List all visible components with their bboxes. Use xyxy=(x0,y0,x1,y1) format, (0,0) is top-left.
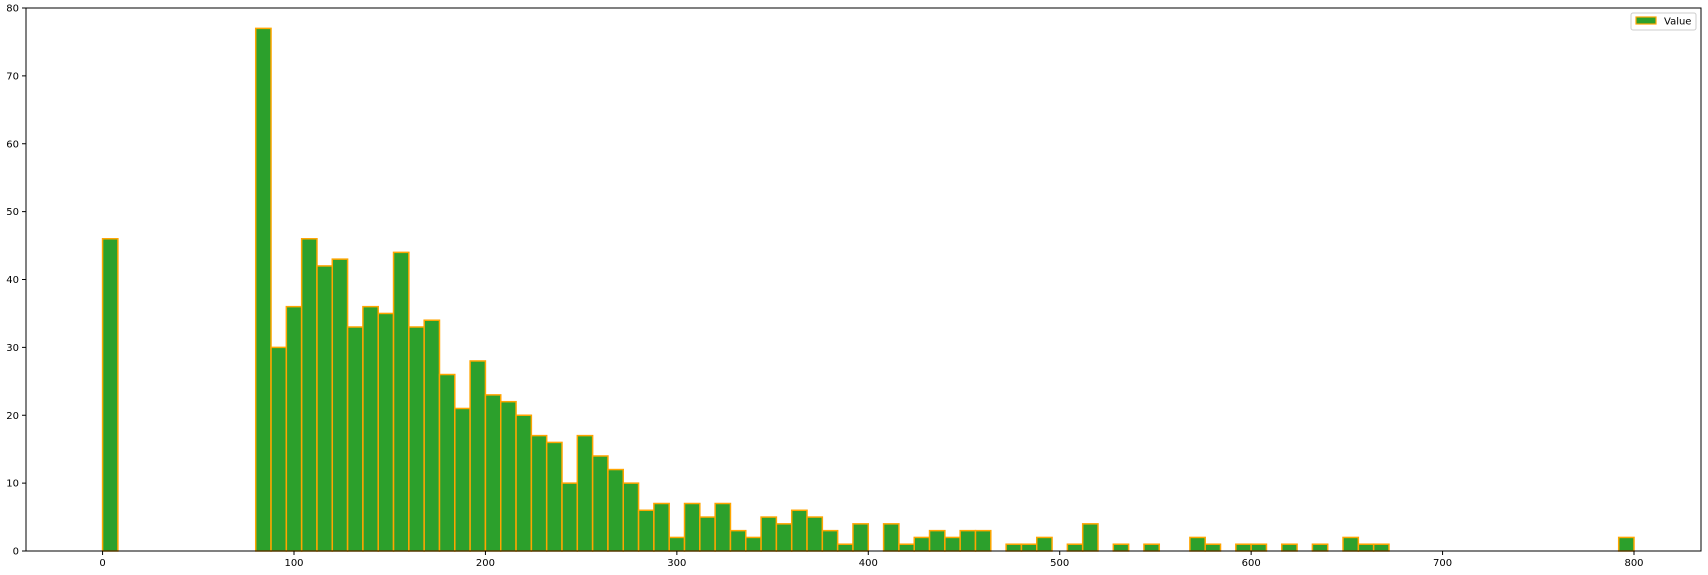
histogram-bar xyxy=(1035,536,1053,552)
histogram-bar xyxy=(790,509,808,552)
histogram-bar xyxy=(775,523,793,552)
histogram-bar xyxy=(1311,543,1329,552)
histogram-bar xyxy=(1081,523,1099,552)
histogram-bar xyxy=(1005,543,1023,552)
histogram-bar xyxy=(438,373,456,552)
histogram-bar xyxy=(699,516,716,552)
x-tick-label: 0 xyxy=(99,558,105,569)
histogram-bar xyxy=(362,305,379,552)
histogram-bar xyxy=(254,27,272,552)
histogram-bar xyxy=(944,536,961,552)
y-tick-label: 30 xyxy=(6,343,19,354)
histogram-bar xyxy=(530,434,548,552)
histogram-bar xyxy=(1372,543,1390,552)
y-tick-label: 10 xyxy=(6,479,19,490)
x-axis: 0 100 200 300 400 500 600 700 800 xyxy=(99,551,1644,569)
histogram-bar xyxy=(377,312,395,552)
histogram-bar xyxy=(346,326,364,552)
histogram-bar xyxy=(683,502,701,552)
x-tick-label: 100 xyxy=(284,558,303,569)
histogram-bar xyxy=(637,509,655,552)
histogram-bar xyxy=(1281,543,1298,552)
histogram-bar xyxy=(913,536,931,552)
histogram-bar xyxy=(300,238,318,552)
plot-frame xyxy=(25,7,1702,552)
histogram-bar xyxy=(561,482,579,552)
y-tick-label: 70 xyxy=(6,71,19,82)
histogram-bar xyxy=(1066,543,1084,552)
histogram-bar xyxy=(1235,543,1252,552)
histogram-bar xyxy=(745,536,762,552)
y-tick-label: 0 xyxy=(13,547,19,558)
bars-group xyxy=(101,27,1635,552)
histogram-bar xyxy=(392,251,410,552)
histogram-bar xyxy=(515,414,533,552)
histogram-bar xyxy=(1020,543,1038,552)
y-axis: 0 10 20 30 40 50 60 70 80 xyxy=(6,4,26,558)
histogram-bar xyxy=(1250,543,1268,552)
histogram-bar xyxy=(1342,536,1360,552)
x-tick-label: 200 xyxy=(476,558,495,569)
histogram-bar xyxy=(469,360,487,552)
histogram-bar xyxy=(331,258,349,552)
y-tick-label: 50 xyxy=(6,207,19,218)
y-tick-label: 60 xyxy=(6,139,19,150)
histogram-bar xyxy=(668,536,686,552)
histogram-bar xyxy=(607,468,625,552)
y-tick-label: 20 xyxy=(6,411,19,422)
histogram-bar xyxy=(316,265,334,552)
histogram-bar xyxy=(928,529,946,552)
histogram-bar xyxy=(270,346,288,552)
y-tick-label: 40 xyxy=(6,275,19,286)
histogram-bar xyxy=(882,523,900,552)
histogram-bar xyxy=(959,529,977,552)
histogram-bar xyxy=(1204,543,1222,552)
histogram-bar xyxy=(454,407,471,552)
histogram-bar xyxy=(836,543,854,552)
x-tick-label: 700 xyxy=(1433,558,1452,569)
histogram-bar xyxy=(622,482,640,552)
histogram-bar xyxy=(1189,536,1206,552)
histogram-bar xyxy=(1617,536,1635,552)
histogram-bar xyxy=(821,529,839,552)
x-tick-label: 800 xyxy=(1624,558,1643,569)
histogram-bar xyxy=(1143,543,1161,552)
histogram-bar xyxy=(1357,543,1375,552)
histogram-bar xyxy=(760,516,778,552)
legend: Value xyxy=(1630,12,1697,31)
x-tick-label: 500 xyxy=(1050,558,1069,569)
histogram-bar xyxy=(545,441,563,552)
histogram-bar xyxy=(714,502,732,552)
legend-label-value: Value xyxy=(1664,17,1691,28)
legend-swatch xyxy=(1635,16,1657,25)
histogram-bar xyxy=(101,238,119,552)
histogram-bar xyxy=(484,394,502,552)
histogram-bar xyxy=(806,516,824,552)
histogram-bar xyxy=(285,305,303,552)
histogram-bar xyxy=(974,529,992,552)
histogram-bar xyxy=(408,326,425,552)
histogram-bar xyxy=(852,523,870,552)
histogram-bar xyxy=(653,502,670,552)
histogram-bar xyxy=(423,319,441,552)
histogram-bar xyxy=(576,434,594,552)
x-tick-label: 400 xyxy=(859,558,878,569)
y-tick-label: 80 xyxy=(6,4,19,15)
x-tick-label: 300 xyxy=(667,558,686,569)
histogram-bar xyxy=(729,529,747,552)
x-tick-label: 600 xyxy=(1242,558,1261,569)
histogram-bar xyxy=(591,455,609,552)
histogram-bar xyxy=(499,400,517,552)
histogram-bar xyxy=(1112,543,1130,552)
histogram-bar xyxy=(898,543,915,552)
